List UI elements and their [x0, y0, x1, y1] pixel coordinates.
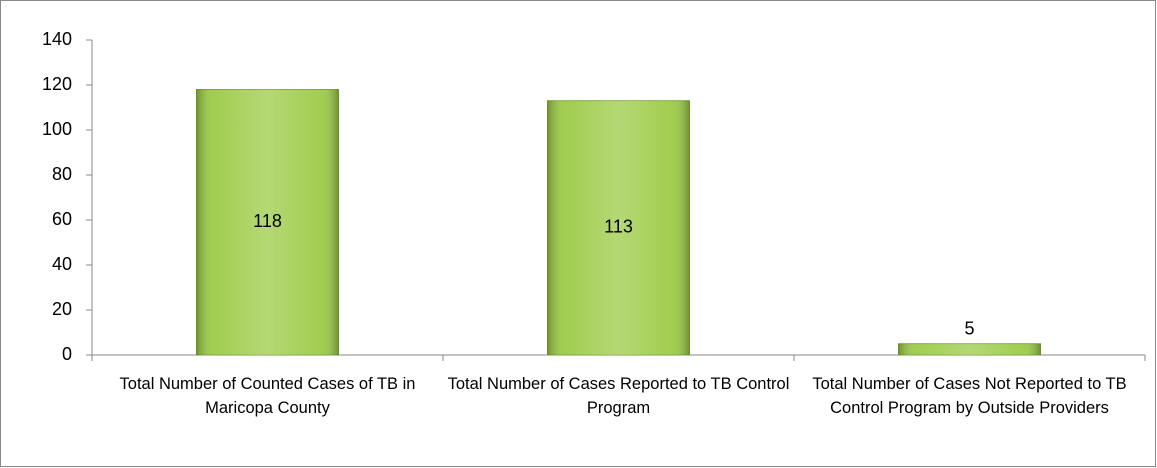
- y-tick-label: 60: [52, 209, 72, 229]
- y-tick-label: 0: [62, 344, 72, 364]
- data-label: 118: [253, 211, 282, 231]
- data-label: 5: [964, 319, 974, 339]
- y-tick-label: 40: [52, 254, 72, 274]
- y-tick-label: 80: [52, 164, 72, 184]
- y-tick-label: 100: [42, 119, 72, 139]
- y-tick-label: 20: [52, 299, 72, 319]
- x-tick-label: Total Number of Cases Not Reported to TB…: [812, 375, 1127, 417]
- y-tick-label: 120: [42, 74, 72, 94]
- x-tick-label: Total Number of Cases Reported to TB Con…: [447, 375, 790, 417]
- y-tick-label: 140: [42, 29, 72, 49]
- data-label: 113: [604, 217, 633, 237]
- bar: [898, 343, 1041, 356]
- x-tick-label: Total Number of Counted Cases of TB in M…: [119, 375, 416, 417]
